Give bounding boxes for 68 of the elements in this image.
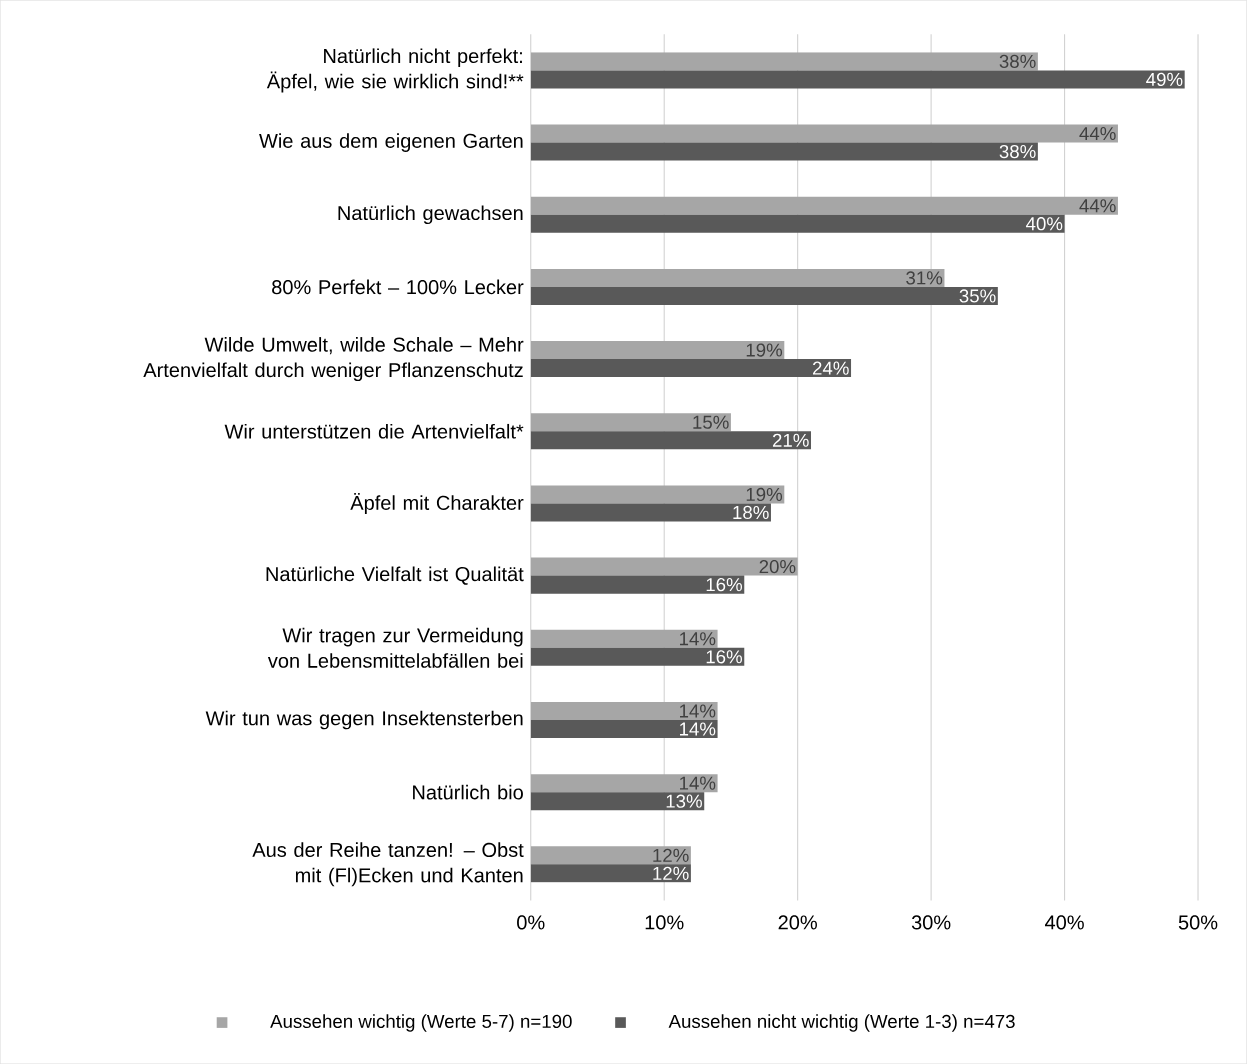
bar — [530, 629, 718, 648]
x-tick-label: 50% — [1178, 915, 1218, 930]
bar — [530, 792, 705, 811]
bar — [530, 268, 945, 287]
data-label: 24% — [812, 361, 849, 375]
bar — [530, 864, 691, 883]
data-label: 44% — [1079, 126, 1116, 141]
bar — [530, 70, 1185, 89]
bar — [530, 341, 785, 360]
data-label: 18% — [733, 505, 769, 519]
bar — [530, 431, 812, 450]
bar — [530, 485, 785, 504]
y-tick-label: Natürlich nicht perfekt: Äpfel, wie sie wirklich sind!** — [266, 48, 524, 93]
y-tick-label: Natürliche Vielfalt ist Qualität — [266, 566, 524, 585]
y-tick-label: Wilde Umwelt, wilde Schale – Mehr Artenvielfalt durch weniger Pflanzenschutz — [143, 337, 524, 382]
bar — [530, 557, 798, 576]
data-label: 15% — [693, 415, 729, 429]
data-label: 49% — [1146, 72, 1183, 86]
data-label: 14% — [680, 704, 716, 718]
data-label: 12% — [653, 848, 689, 862]
data-label: 14% — [680, 722, 716, 736]
bar — [530, 196, 1118, 215]
data-label: 44% — [1079, 199, 1116, 213]
y-tick-label: Natürlich gewachsen — [338, 205, 523, 224]
legend-label: Aussehen wichtig (Werte 5-7) n=190 — [270, 1014, 572, 1032]
bar — [530, 413, 731, 432]
y-tick-label: Wir tun was gegen Insektensterben — [205, 710, 523, 730]
data-label: 31% — [906, 271, 943, 285]
bar — [530, 647, 745, 666]
bar — [530, 719, 718, 738]
bar — [530, 286, 998, 305]
legend-label: Aussehen nicht wichtig (Werte 1-3) n=473 — [668, 1014, 1015, 1032]
y-tick-label: Wir tragen zur Vermeidung von Lebensmittelabfällen bei — [267, 627, 523, 668]
x-tick-label: 0% — [517, 915, 545, 930]
data-label: 14% — [680, 776, 716, 790]
y-tick-label: 80% Perfekt – 100% Lecker — [272, 279, 524, 295]
data-label: 19% — [746, 343, 783, 357]
x-tick-label: 40% — [1045, 915, 1084, 930]
data-label: 16% — [706, 650, 743, 664]
data-label: 20% — [759, 559, 796, 574]
y-tick-label: Aus der Reihe tanzen! – Obst mit (Fl)Ecken und Kanten — [252, 842, 524, 887]
x-tick-label: 10% — [645, 915, 684, 930]
bar — [530, 142, 1038, 161]
bar — [530, 575, 745, 594]
bar — [530, 701, 718, 720]
data-label: 21% — [772, 433, 809, 447]
bar — [530, 846, 691, 865]
y-tick-label: Natürlich bio — [413, 784, 523, 800]
y-tick-label: Wir unterstützen die Artenvielfalt* — [224, 423, 524, 439]
bar — [530, 52, 1038, 71]
x-tick-label: 20% — [778, 915, 817, 930]
bar — [530, 503, 771, 522]
data-label: 35% — [959, 289, 996, 303]
data-label: 12% — [653, 866, 689, 880]
data-label: 16% — [706, 577, 743, 592]
data-label: 40% — [1025, 217, 1063, 231]
data-label: 19% — [746, 487, 783, 501]
bar — [530, 774, 718, 793]
data-label: 38% — [999, 144, 1036, 159]
bar — [530, 359, 852, 378]
data-label: 14% — [680, 632, 716, 646]
data-label: 13% — [666, 794, 702, 808]
bar — [530, 214, 1065, 233]
data-label: 38% — [999, 54, 1036, 68]
x-tick-label: 30% — [911, 915, 951, 930]
y-tick-label: Wie aus dem eigenen Garten — [259, 133, 523, 152]
y-tick-label: Äpfel mit Charakter — [350, 492, 524, 514]
bar — [530, 124, 1118, 143]
